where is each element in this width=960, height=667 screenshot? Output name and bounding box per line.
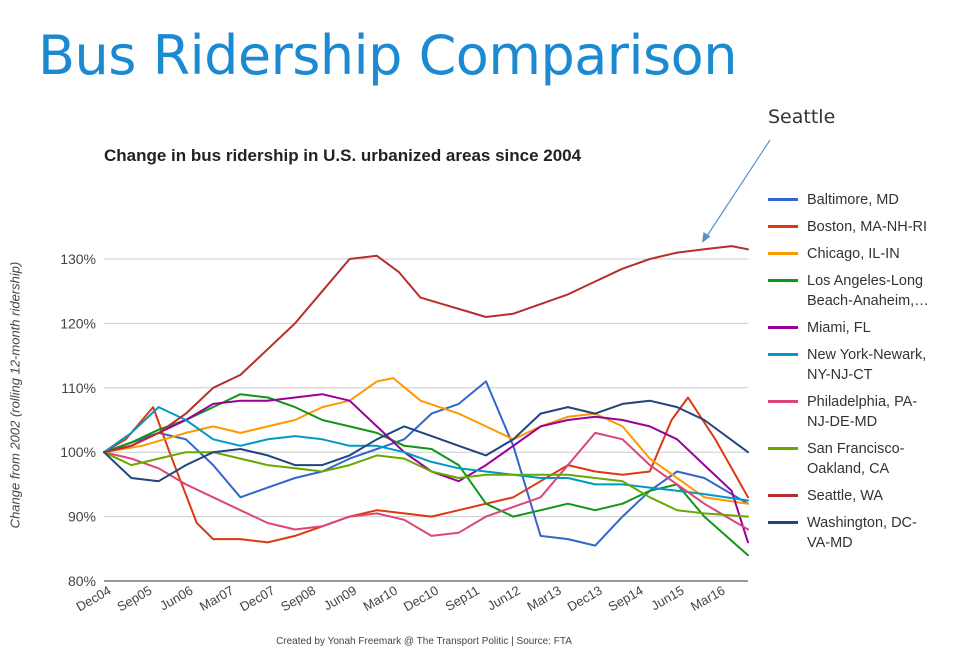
series-line-baltimore-md: [103, 380, 749, 547]
x-tick-label: Dec10: [401, 583, 441, 615]
series-line-los-angeles-long: [103, 393, 749, 557]
x-tick-label: Sep14: [606, 583, 646, 615]
legend-label: Miami, FL: [807, 320, 871, 336]
y-tick-label: 90%: [68, 509, 96, 525]
legend-label: Chicago, IL-IN: [807, 246, 900, 262]
x-tick-label: Mar13: [524, 583, 563, 614]
legend-item-miami-fl: Miami, FL: [768, 318, 958, 338]
legend-label: San Francisco- Oakland, CA: [807, 441, 905, 477]
y-tick-labels: 80% 90% 100% 110% 120% 130%: [60, 251, 96, 589]
x-tick-label: Sep11: [443, 583, 482, 614]
legend-item-philadelphia-pa: Philadelphia, PA- NJ-DE-MD: [768, 392, 958, 432]
legend-label: Philadelphia, PA- NJ-DE-MD: [807, 394, 918, 430]
chart-title: Change in bus ridership in U.S. urbanize…: [104, 146, 582, 165]
series-line-chicago-il-in: [103, 377, 749, 505]
series-line-philadelphia-pa: [103, 431, 749, 537]
slide-title: Bus Ridership Comparison: [38, 24, 737, 87]
y-tick-label: 120%: [60, 315, 96, 331]
x-tick-label: Jun06: [157, 583, 195, 614]
x-tick-label: Mar07: [197, 583, 236, 614]
legend-item-seattle-wa: Seattle, WA: [768, 486, 958, 506]
legend-item-baltimore-md: Baltimore, MD: [768, 190, 958, 210]
x-tick-label: Jun15: [648, 583, 686, 614]
x-tick-label: Jun09: [321, 583, 359, 614]
legend-swatch: [768, 353, 798, 356]
y-tick-label: 80%: [68, 573, 96, 589]
series-line-san-francisco: [103, 451, 749, 518]
y-tick-label: 130%: [60, 251, 96, 267]
legend-label: Seattle, WA: [807, 488, 884, 504]
series-lines: [103, 245, 749, 557]
legend-swatch: [768, 447, 798, 450]
y-tick-label: 110%: [61, 380, 96, 396]
legend-swatch: [768, 400, 798, 403]
x-tick-label: Sep08: [278, 583, 318, 615]
legend-item-san-francisco: San Francisco- Oakland, CA: [768, 439, 958, 479]
series-line-boston-ma-nh-ri: [103, 396, 749, 544]
legend-item-new-york-newark: New York-Newark, NY-NJ-CT: [768, 345, 958, 385]
legend-label: New York-Newark, NY-NJ-CT: [807, 347, 927, 383]
legend-item-boston-ma-nh-ri: Boston, MA-NH-RI: [768, 217, 958, 237]
seattle-callout: [702, 139, 771, 243]
x-tick-label: Dec07: [237, 583, 277, 615]
series-line-seattle-wa: [103, 245, 749, 454]
seattle-callout-label: Seattle: [768, 106, 836, 128]
x-tick-label: Mar10: [361, 583, 400, 614]
legend-swatch: [768, 225, 798, 228]
legend-item-chicago-il-in: Chicago, IL-IN: [768, 244, 958, 264]
legend-swatch: [768, 521, 798, 524]
chart-credit: Created by Yonah Freemark @ The Transpor…: [276, 636, 572, 647]
x-tick-label: Jun12: [485, 583, 523, 614]
legend-swatch: [768, 279, 798, 282]
legend: Baltimore, MD Boston, MA-NH-RI Chicago, IL…: [768, 190, 958, 560]
legend-item-los-angeles-long: Los Angeles-Long Beach-Anaheim,…: [768, 271, 958, 311]
y-tick-label: 100%: [60, 444, 96, 460]
legend-item-washington-dc: Washington, DC- VA-MD: [768, 513, 958, 553]
legend-label: Los Angeles-Long Beach-Anaheim,…: [807, 273, 929, 309]
callout-arrowhead: [702, 232, 711, 243]
series-line-washington-dc: [103, 399, 749, 483]
legend-label: Boston, MA-NH-RI: [807, 219, 928, 235]
legend-label: Baltimore, MD: [807, 192, 899, 208]
x-tick-label: Sep05: [114, 583, 154, 615]
legend-label: Washington, DC- VA-MD: [807, 515, 917, 551]
legend-swatch: [768, 494, 798, 497]
x-tick-label: Mar16: [688, 583, 727, 614]
legend-swatch: [768, 326, 798, 329]
x-tick-label: Dec13: [565, 583, 605, 615]
legend-swatch: [768, 198, 798, 201]
x-tick-labels: Dec04 Sep05 Jun06 Mar07 Dec07 Sep08 Jun09 Mar10…: [73, 583, 727, 615]
callout-arrow: [706, 139, 771, 237]
legend-swatch: [768, 252, 798, 255]
